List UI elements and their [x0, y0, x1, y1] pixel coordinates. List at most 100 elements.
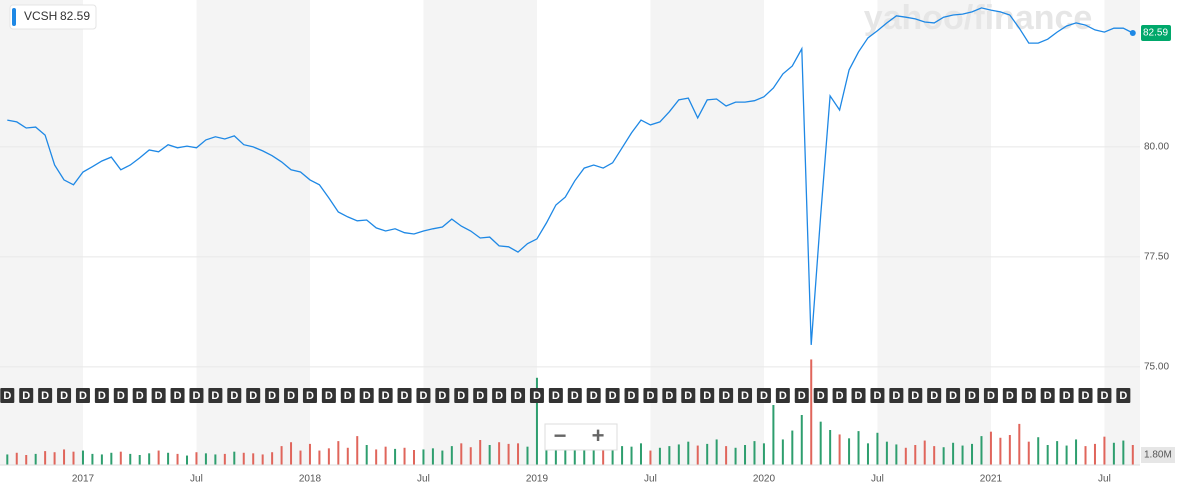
dividend-box	[1078, 388, 1093, 403]
dividend-box	[548, 388, 563, 403]
dividend-label: D	[287, 390, 295, 402]
dividend-box	[416, 388, 431, 403]
dividend-label: D	[457, 390, 465, 402]
dividend-label: D	[930, 390, 938, 402]
volume-bar	[706, 443, 709, 465]
x-tick-label: Jul	[871, 474, 884, 485]
dividend-box	[0, 388, 15, 403]
dividend-label: D	[344, 390, 352, 402]
volume-bar	[271, 452, 274, 465]
dividend-box	[151, 388, 166, 403]
volume-bar	[431, 448, 434, 465]
dividend-box	[284, 388, 299, 403]
volume-bar	[734, 447, 737, 465]
volume-bar	[517, 443, 520, 465]
volume-bar	[687, 441, 690, 465]
band	[423, 0, 537, 465]
last-point	[1129, 29, 1136, 36]
dividend-label: D	[325, 390, 333, 402]
volume-bar	[658, 447, 661, 465]
volume-bar	[318, 450, 321, 465]
volume-bar	[129, 453, 132, 465]
dividend-box	[57, 388, 72, 403]
volume-bar	[422, 449, 425, 465]
zoom-out[interactable]: −	[554, 423, 567, 448]
dividend-label: D	[798, 390, 806, 402]
volume-bar	[365, 445, 368, 465]
dividend-label: D	[722, 390, 730, 402]
dividend-label: D	[98, 390, 106, 402]
volume-bar	[34, 453, 37, 465]
dividend-box	[813, 388, 828, 403]
volume-bar	[838, 434, 841, 465]
dividend-label: D	[211, 390, 219, 402]
dividend-label: D	[60, 390, 68, 402]
volume-bar	[469, 447, 472, 465]
dividend-label: D	[155, 390, 163, 402]
bands	[0, 0, 1140, 465]
dividend-label: D	[117, 390, 125, 402]
volume-bar	[280, 446, 283, 465]
volume-bar	[829, 430, 832, 465]
symbol-box-frame	[9, 4, 97, 30]
x-tick-label: 2017	[72, 474, 95, 485]
volume-bar	[403, 447, 406, 465]
dividend-label: D	[628, 390, 636, 402]
volume-bar	[668, 446, 671, 465]
dividend-box	[1040, 388, 1055, 403]
dividend-label: D	[22, 390, 30, 402]
zoom-panel	[544, 423, 618, 451]
volume-bar	[1056, 441, 1059, 465]
volume-bar	[971, 443, 974, 465]
dividend-box	[302, 388, 317, 403]
dividend-label: D	[495, 390, 503, 402]
band	[650, 0, 764, 465]
dividend-label: D	[438, 390, 446, 402]
dividend-box	[19, 388, 34, 403]
dividend-box	[1116, 388, 1131, 403]
volume-bar	[545, 446, 548, 465]
volume-bar	[1046, 445, 1049, 465]
volume-bar	[337, 441, 340, 465]
dividend-box	[170, 388, 185, 403]
band	[877, 0, 991, 465]
x-tick-label: Jul	[190, 474, 203, 485]
dividend-box	[662, 388, 677, 403]
dividend-label: D	[1006, 390, 1014, 402]
volume-bar	[781, 439, 784, 465]
volume-bar	[800, 415, 803, 465]
volume-bar	[602, 445, 605, 465]
volume-bar	[119, 451, 122, 465]
dividend-label: D	[911, 390, 919, 402]
volume-bar	[630, 446, 633, 465]
dividend-label: D	[571, 390, 579, 402]
dividend-box	[1059, 388, 1074, 403]
dividend-label: D	[817, 390, 825, 402]
dividend-box	[775, 388, 790, 403]
dividend-box	[946, 388, 961, 403]
x-tick-label: 2021	[980, 474, 1003, 485]
volume-bar	[1075, 439, 1078, 465]
volume-bar	[535, 377, 538, 465]
dividend-box	[473, 388, 488, 403]
dividend-box	[643, 388, 658, 403]
volume-bar	[677, 444, 680, 465]
dividend-box	[1097, 388, 1112, 403]
volume-bar	[488, 445, 491, 465]
dividend-label: D	[1100, 390, 1108, 402]
dividend-label: D	[1025, 390, 1033, 402]
dividend-label: D	[174, 390, 182, 402]
volume-bar	[1093, 443, 1096, 465]
volume-bar	[914, 445, 917, 465]
zoom-in[interactable]: +	[592, 423, 605, 448]
dividend-box	[756, 388, 771, 403]
volume-bar	[583, 443, 586, 465]
dividend-box	[927, 388, 942, 403]
volume-bar	[100, 454, 103, 465]
dividend-label: D	[230, 390, 238, 402]
x-tick-label: 2018	[299, 474, 322, 485]
dividend-label: D	[1044, 390, 1052, 402]
y-tick-label: 75.00	[1144, 362, 1169, 373]
dividend-box	[851, 388, 866, 403]
volume-bar	[72, 451, 75, 465]
